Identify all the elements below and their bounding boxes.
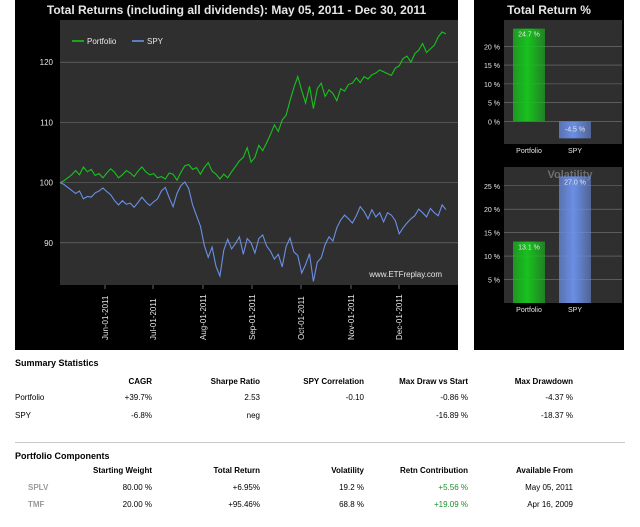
watermark: www.ETFreplay.com	[368, 270, 442, 279]
summary-header-sharpe: Sharpe Ratio	[210, 377, 260, 386]
y-tick-label: 120	[40, 58, 54, 67]
y-tick-label: 20 %	[484, 207, 500, 214]
total-return-chart: 20 % 15 % 10 % 5 % 0 % 24.7 % Portfolio -4.5 % S…	[484, 20, 622, 155]
component-ticker-tmf[interactable]: TMF	[28, 500, 45, 509]
summary-cell: -6.8%	[131, 411, 152, 420]
category-label: SPY	[568, 148, 582, 155]
summary-cell: -16.89 %	[435, 411, 468, 420]
bar-portfolio	[513, 241, 545, 303]
component-cell: +95.46%	[228, 500, 260, 509]
summary-row-label: Portfolio	[15, 393, 45, 402]
component-cell: Apr 16, 2009	[527, 500, 573, 509]
data-label: 27.0 %	[564, 179, 586, 186]
y-tick-label: 5 %	[488, 278, 500, 285]
summary-header-max-draw-vs-start: Max Draw vs Start	[399, 377, 468, 386]
components-header-starting-weight: Starting Weight	[93, 466, 152, 475]
data-label: 24.7 %	[518, 32, 540, 39]
summary-cell: +39.7%	[124, 393, 152, 402]
summary-header-correlation: SPY Correlation	[303, 377, 364, 386]
component-cell: 20.00 %	[122, 500, 152, 509]
y-tick-label: 10 %	[484, 82, 500, 89]
component-cell: 19.2 %	[339, 483, 364, 492]
data-label: -4.5 %	[565, 126, 585, 133]
bar-portfolio	[513, 28, 545, 122]
y-tick-label: 100	[40, 179, 54, 188]
y-tick-label: 25 %	[484, 184, 500, 191]
summary-cell: 2.53	[244, 393, 260, 402]
bar-spy	[559, 121, 591, 139]
summary-cell: -4.37 %	[545, 393, 573, 402]
y-tick-label: 110	[40, 118, 53, 127]
y-tick-label: 20 %	[484, 44, 500, 51]
x-tick-label: Oct-01-2011	[297, 296, 306, 340]
x-tick-label: Jun-01-2011	[101, 295, 110, 340]
components-header-total-return: Total Return	[213, 466, 260, 475]
section-divider	[15, 442, 625, 443]
component-cell: +5.56 %	[438, 483, 468, 492]
x-tick-label: Dec-01-2011	[395, 294, 404, 340]
category-label: Portfolio	[516, 307, 542, 314]
summary-cell: -0.10	[345, 393, 364, 402]
y-tick-label: 15 %	[484, 231, 500, 238]
components-header-volatility: Volatility	[331, 466, 364, 475]
summary-cell: -0.86 %	[440, 393, 468, 402]
component-cell: 80.00 %	[122, 483, 152, 492]
y-tick-label: 5 %	[488, 101, 500, 108]
legend-label-spy: SPY	[147, 37, 164, 46]
total-returns-panel: Total Returns (including all dividends):…	[15, 0, 458, 350]
x-tick-label: Aug-01-2011	[199, 294, 208, 340]
series-line-spy	[59, 181, 447, 282]
component-ticker-splv[interactable]: SPLV	[28, 483, 49, 492]
components-header-available-from: Available From	[515, 466, 573, 475]
plot-area	[60, 20, 458, 285]
summary-cell: -18.37 %	[540, 411, 573, 420]
component-cell: +19.09 %	[433, 500, 468, 509]
y-tick-label: 90	[44, 239, 53, 248]
line-chart-title: Total Returns (including all dividends):…	[46, 3, 427, 17]
bar-spy	[559, 176, 591, 303]
component-cell: +6.95%	[232, 483, 260, 492]
summary-row-label: SPY	[15, 411, 32, 420]
y-tick-label: 0 %	[488, 119, 500, 126]
category-label: Portfolio	[516, 148, 542, 155]
x-tick-label: Jul-01-2011	[149, 298, 158, 340]
total-return-title: Total Return %	[507, 3, 591, 17]
x-tick-label: Nov-01-2011	[347, 294, 356, 340]
y-tick-label: 10 %	[484, 254, 500, 261]
line-chart: 90 100 110 120 Jun-01-2011 Jul-01-2011 Aug-01-…	[40, 20, 458, 340]
legend-label-portfolio: Portfolio	[87, 37, 117, 46]
category-label: SPY	[568, 307, 582, 314]
components-title: Portfolio Components	[15, 451, 110, 461]
summary-cell: neg	[246, 411, 260, 420]
summary-header-max-drawdown: Max Drawdown	[514, 377, 573, 386]
total-return-panel: Total Return % 20 % 15 % 10 % 5 % 0 % 24.7 % P…	[474, 0, 624, 162]
component-cell: 68.8 %	[339, 500, 364, 509]
volatility-panel: 25 % 20 % 15 % 10 % 5 % Volatility 13.1 % Portf…	[474, 162, 624, 350]
summary-title: Summary Statistics	[15, 358, 99, 368]
summary-header-cagr: CAGR	[128, 377, 152, 386]
component-cell: May 05, 2011	[525, 483, 573, 492]
y-tick-label: 15 %	[484, 63, 500, 70]
series-line-portfolio	[59, 31, 447, 184]
data-label: 13.1 %	[518, 245, 540, 252]
x-tick-label: Sep-01-2011	[248, 294, 257, 340]
components-header-retn-contribution: Retn Contribution	[400, 466, 468, 475]
